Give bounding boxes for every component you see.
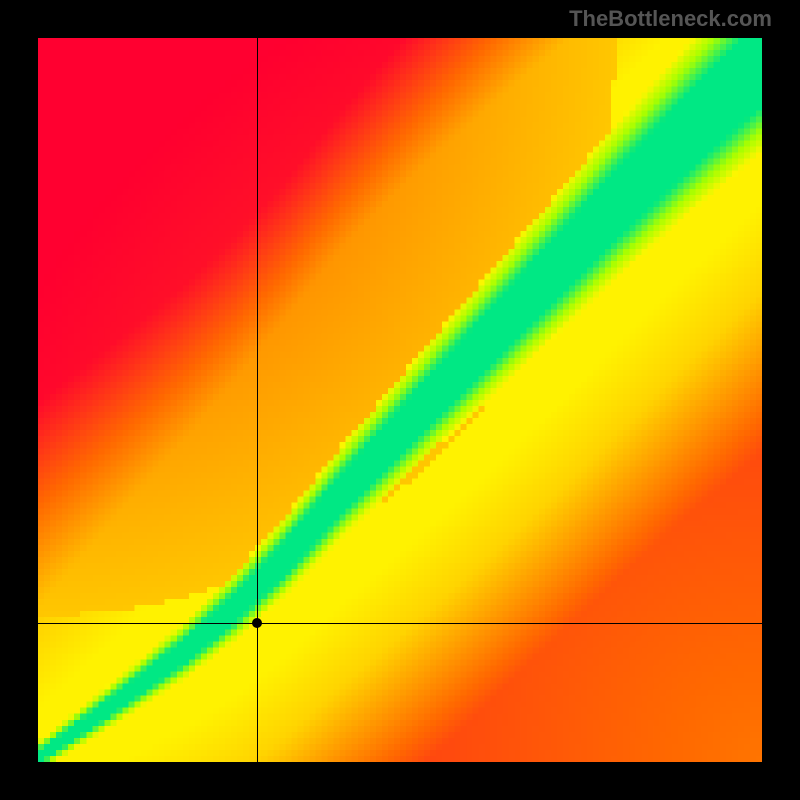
- crosshair-horizontal: [38, 623, 762, 624]
- heatmap-canvas: [38, 38, 762, 762]
- crosshair-marker: [252, 618, 262, 628]
- crosshair-vertical: [257, 38, 258, 762]
- heatmap-chart: [38, 38, 762, 762]
- watermark-text: TheBottleneck.com: [569, 6, 772, 32]
